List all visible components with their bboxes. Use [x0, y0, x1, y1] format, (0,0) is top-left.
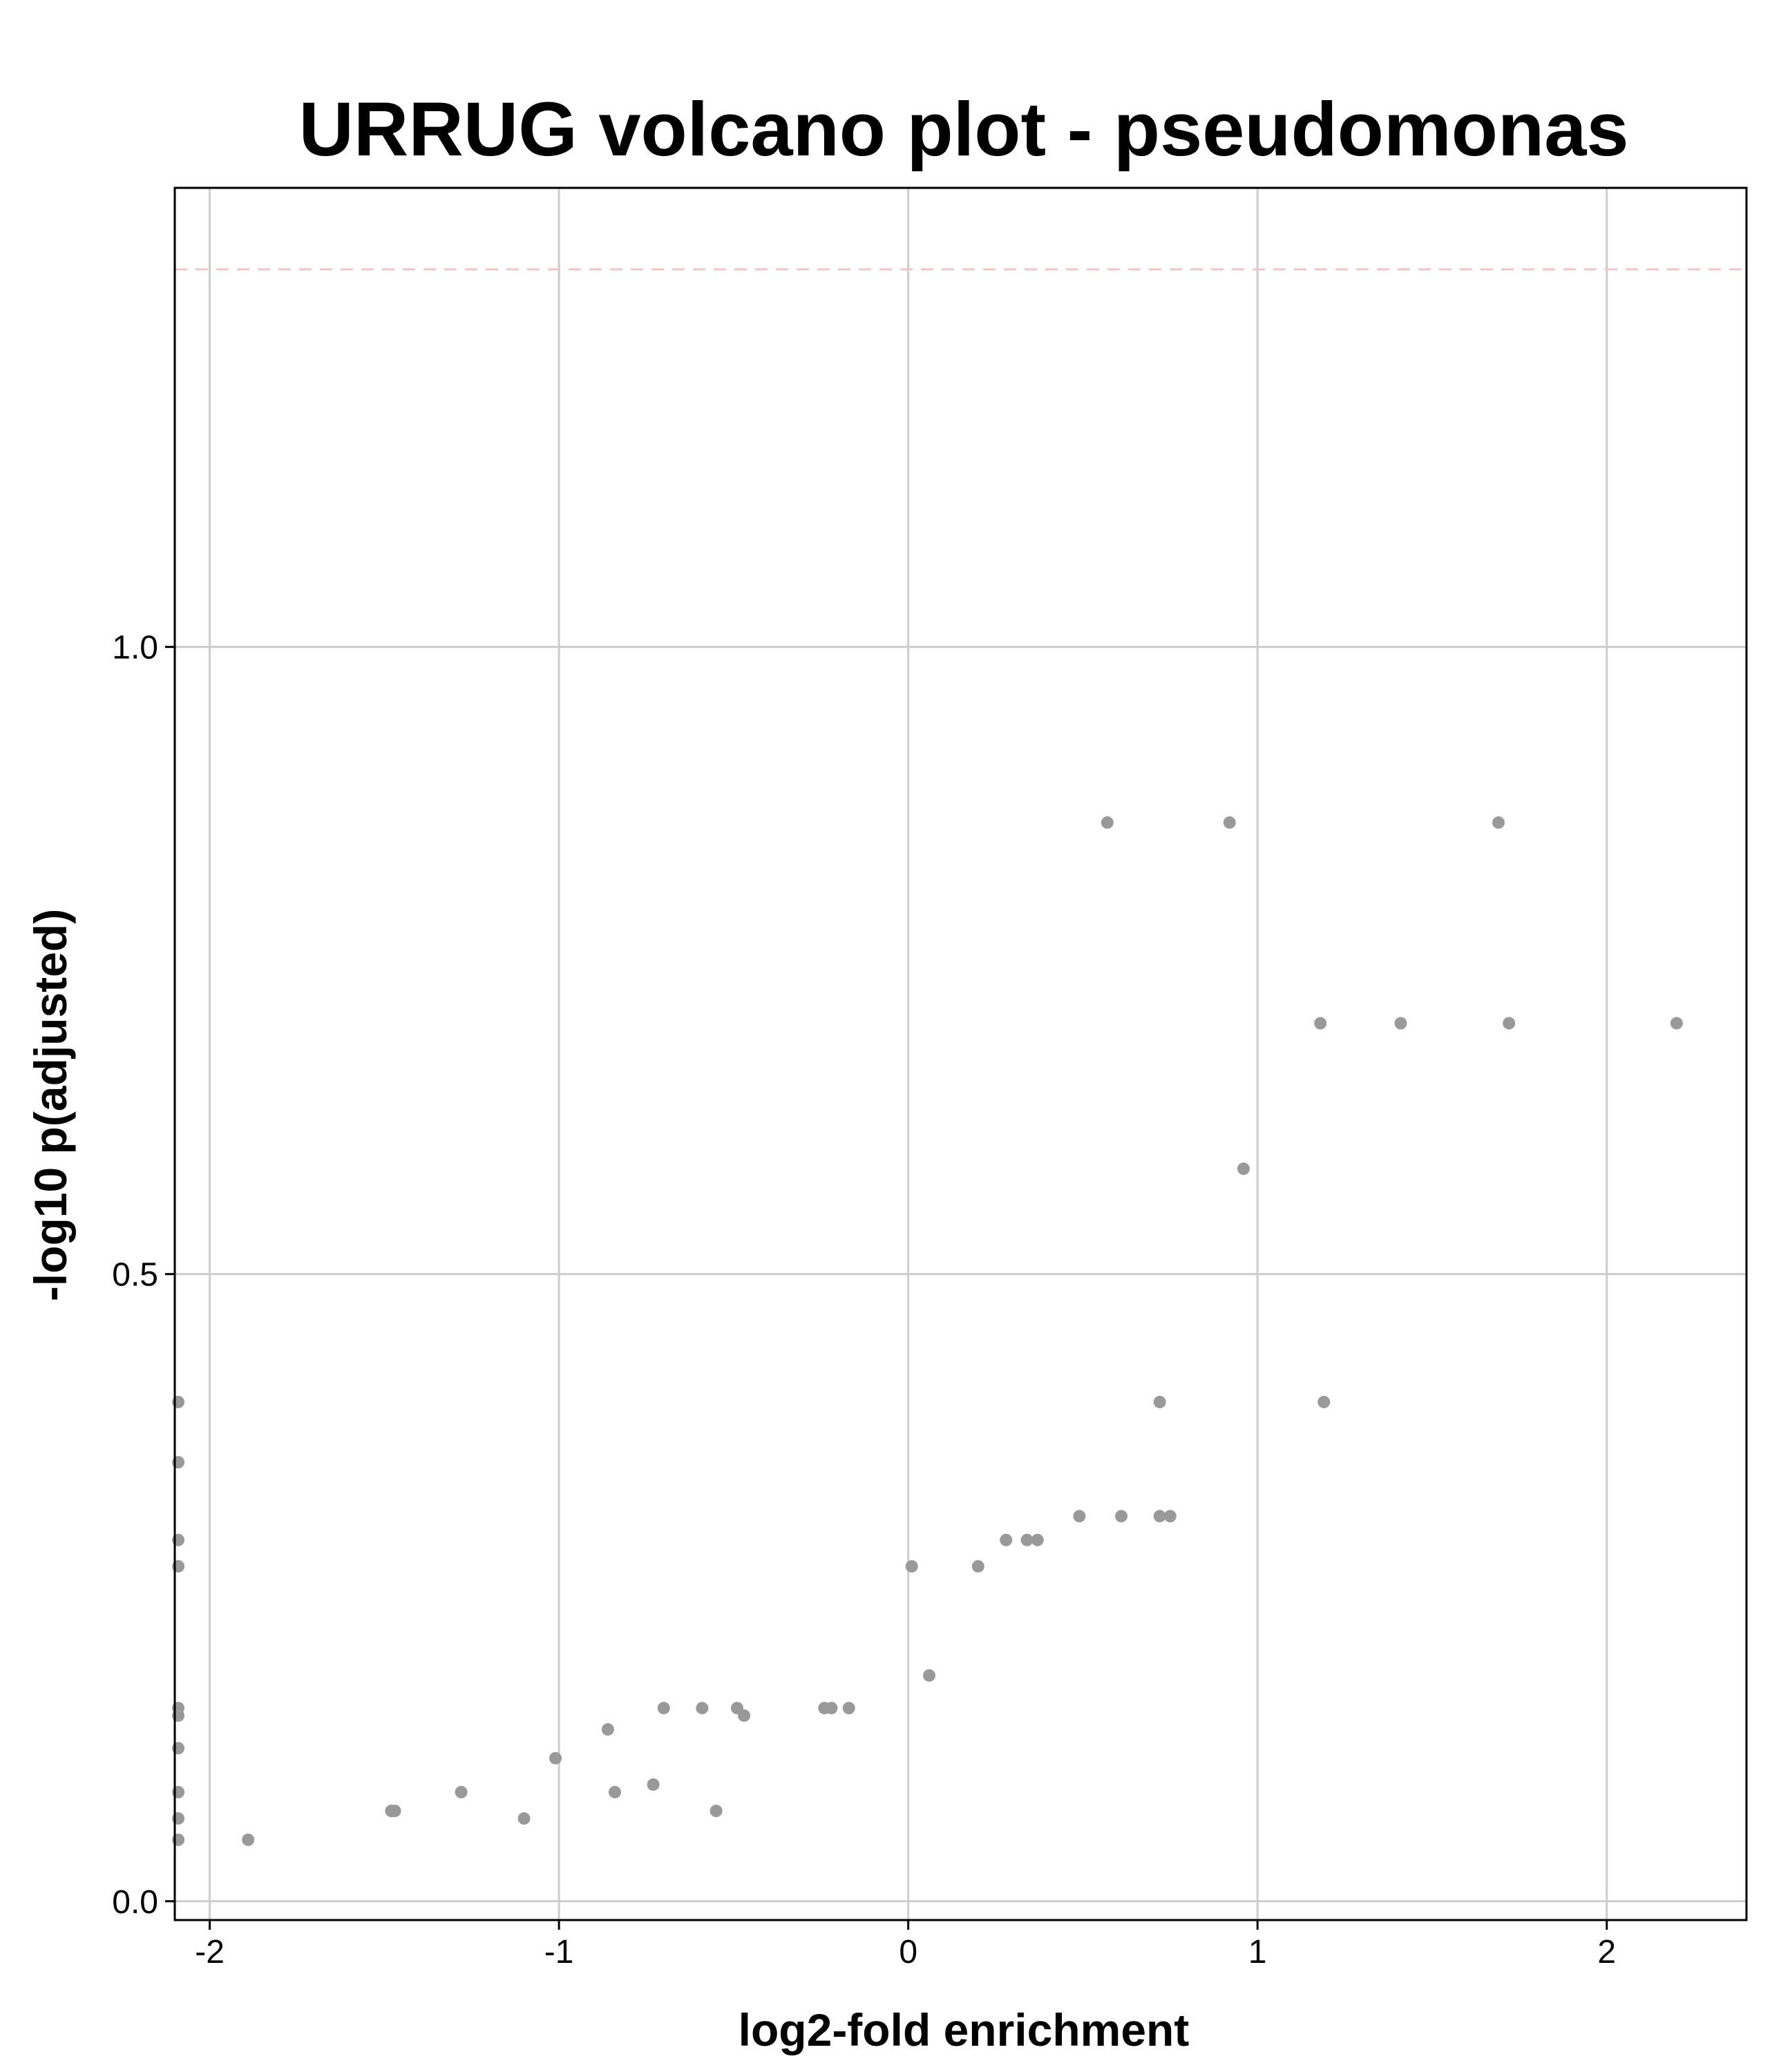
data-point-12: [1153, 1510, 1166, 1523]
data-point-19: [923, 1669, 935, 1682]
data-point-25: [842, 1702, 855, 1715]
data-point-13: [1163, 1510, 1177, 1523]
data-point-24: [825, 1702, 838, 1715]
data-point-17: [905, 1560, 918, 1573]
data-point-3: [1314, 1017, 1327, 1030]
data-point-6: [1670, 1017, 1683, 1030]
y-tick-label-1: 0.5: [112, 1257, 158, 1294]
data-point-31: [455, 1785, 468, 1798]
y-tick-label-0: 0.0: [112, 1884, 158, 1921]
x-tick-label-2: 0: [899, 1934, 917, 1970]
data-point-0: [1101, 816, 1114, 829]
data-point-26: [738, 1709, 751, 1722]
x-tick-label-1: -1: [544, 1934, 574, 1970]
data-point-2: [1492, 816, 1505, 829]
y-axis-label: -log10 p(adjusted): [25, 909, 76, 1301]
data-point-9: [1317, 1395, 1331, 1408]
data-point-8: [1153, 1395, 1166, 1408]
data-point-4: [1394, 1017, 1407, 1030]
x-axis-label: log2-fold enrichment: [739, 2004, 1190, 2055]
plot-panel-border: [173, 186, 1748, 1921]
data-point-18: [971, 1560, 984, 1573]
data-point-21: [696, 1702, 709, 1715]
chart-title: URRUG volcano plot - pseudomonas: [298, 87, 1628, 172]
y-axis-ticks: 0.0 0.5 1.0: [112, 630, 175, 1921]
data-point-7: [1237, 1162, 1250, 1176]
data-point-20: [657, 1702, 670, 1715]
x-tick-label-0: -2: [195, 1934, 225, 1970]
data-point-11: [1115, 1510, 1128, 1523]
x-tick-label-4: 2: [1597, 1934, 1616, 1970]
x-axis-ticks: -2 -1 0 1 2: [195, 1920, 1616, 1970]
data-point-36: [242, 1833, 255, 1846]
data-point-30: [609, 1785, 621, 1798]
data-point-33: [388, 1805, 401, 1818]
y-tick-label-2: 1.0: [112, 630, 158, 666]
grid-lines: [175, 188, 1746, 1920]
data-point-1: [1223, 816, 1236, 829]
x-tick-label-3: 1: [1248, 1934, 1267, 1970]
data-point-27: [601, 1723, 614, 1736]
data-point-5: [1503, 1017, 1516, 1030]
data-point-16: [1031, 1533, 1044, 1546]
data-point-14: [1000, 1533, 1013, 1546]
data-point-28: [549, 1752, 562, 1765]
data-point-10: [1073, 1510, 1086, 1523]
data-point-15: [1020, 1533, 1034, 1546]
data-point-29: [647, 1778, 660, 1791]
data-point-34: [710, 1805, 723, 1818]
data-point-35: [517, 1812, 531, 1825]
